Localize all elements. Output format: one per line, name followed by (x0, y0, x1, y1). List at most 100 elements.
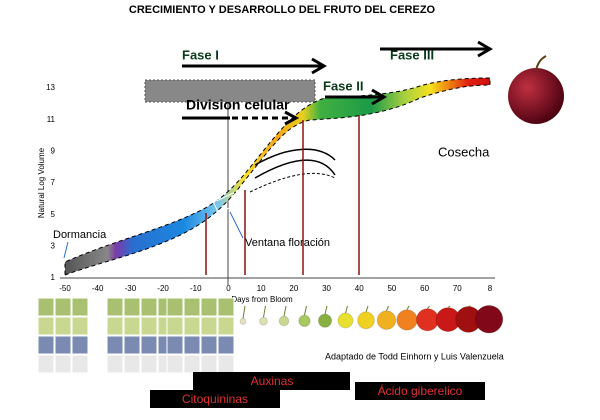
photo (200, 354, 218, 374)
fruit (298, 314, 311, 328)
fruit-stem (242, 305, 246, 319)
x-tick-label: -50 (59, 284, 71, 293)
pointer (63, 241, 69, 259)
micrograph-texture (144, 79, 316, 103)
photo (123, 354, 141, 374)
y-tick-label: 11 (47, 115, 56, 124)
x-tick-label: 50 (387, 284, 396, 293)
photo (183, 316, 201, 336)
cherry-stem (535, 55, 547, 71)
photo (166, 316, 184, 336)
photo-grid (37, 297, 235, 374)
photo (71, 297, 89, 317)
photo (183, 335, 201, 355)
y-tick-label: 3 (51, 241, 56, 250)
curve (249, 172, 336, 193)
stage-lines (205, 115, 360, 275)
photo (140, 297, 158, 317)
photo (37, 354, 55, 374)
fruit-stem (447, 305, 451, 308)
phase-label: Fase I (182, 47, 219, 62)
y-axis-label: Natural Log Volume (37, 147, 46, 218)
y-tick-label: 7 (51, 178, 56, 187)
hormone-bar (150, 390, 280, 408)
fruit-stem (324, 305, 328, 315)
photo (166, 354, 184, 374)
fruit-stem (263, 305, 266, 318)
photo (140, 354, 158, 374)
photo (200, 335, 218, 355)
x-tick-label: -10 (190, 284, 202, 293)
photo (140, 335, 158, 355)
photo (37, 297, 55, 317)
photo (200, 316, 218, 336)
x-tick-label: 20 (289, 284, 298, 293)
ventana-label: Ventana floración (245, 237, 330, 249)
photo (166, 297, 184, 317)
hormone-label: Auxinas (251, 374, 294, 388)
photo (123, 335, 141, 355)
photo (37, 316, 55, 336)
hormone-bar (355, 382, 485, 400)
photo (106, 297, 124, 317)
hormone-label: Citoquininas (182, 392, 248, 406)
hormone-label: Ácido giberelico (378, 383, 463, 398)
photo (71, 335, 89, 355)
x-tick-label: 30 (322, 284, 331, 293)
y-tick-label: 5 (51, 210, 56, 219)
photo (106, 354, 124, 374)
y-tick-label: 1 (51, 273, 56, 282)
fruit-stem (468, 305, 471, 308)
photo (54, 354, 72, 374)
photo (54, 297, 72, 317)
fruit-stem (304, 305, 307, 316)
photo (71, 316, 89, 336)
micrograph (145, 80, 315, 102)
y-tick-label: 13 (46, 83, 55, 92)
fruit-series (239, 304, 504, 334)
window-box (212, 192, 240, 214)
photo (123, 297, 141, 317)
x-tick-label: 10 (257, 284, 266, 293)
phase-arrows (182, 40, 493, 126)
photo (54, 335, 72, 355)
photo (166, 335, 184, 355)
x-tick-label: -30 (125, 284, 137, 293)
photo (217, 354, 235, 374)
y-tick-label: 9 (51, 146, 56, 155)
photo (37, 335, 55, 355)
fruit (278, 315, 290, 327)
fruit (239, 317, 247, 325)
x-tick-label: 60 (420, 284, 429, 293)
photo (217, 335, 235, 355)
fruit-stem (365, 305, 369, 313)
dormancia-label: Dormancia (53, 229, 107, 241)
x-tick-label: -40 (92, 284, 104, 293)
fruit-stem (283, 305, 287, 317)
fruit-stem (345, 305, 348, 314)
fruit (317, 313, 333, 328)
x-tick-label: 8 (488, 284, 493, 293)
photo (200, 297, 218, 317)
fruit (357, 311, 375, 330)
x-tick-label: 0 (226, 284, 231, 293)
photo (106, 316, 124, 336)
photo (183, 297, 201, 317)
fruit (376, 310, 397, 330)
title: CRECIMIENTO Y DESARROLLO DEL FRUTO DEL C… (129, 4, 436, 16)
photo (123, 316, 141, 336)
fruit-stem (386, 305, 389, 312)
fruit-stem (427, 305, 430, 309)
fruit (337, 312, 354, 329)
photo (217, 297, 235, 317)
x-tick-label: 40 (355, 284, 364, 293)
x-tick-label: 70 (453, 284, 462, 293)
growth-band (64, 77, 491, 276)
fruit (259, 316, 268, 326)
fruit (415, 308, 440, 332)
hormone-bar (193, 372, 350, 390)
credit: Adaptado de Todd Einhorn y Luis Valenzue… (325, 351, 504, 361)
cosecha-label: Cosecha (438, 144, 490, 159)
cherry-image (508, 68, 564, 124)
